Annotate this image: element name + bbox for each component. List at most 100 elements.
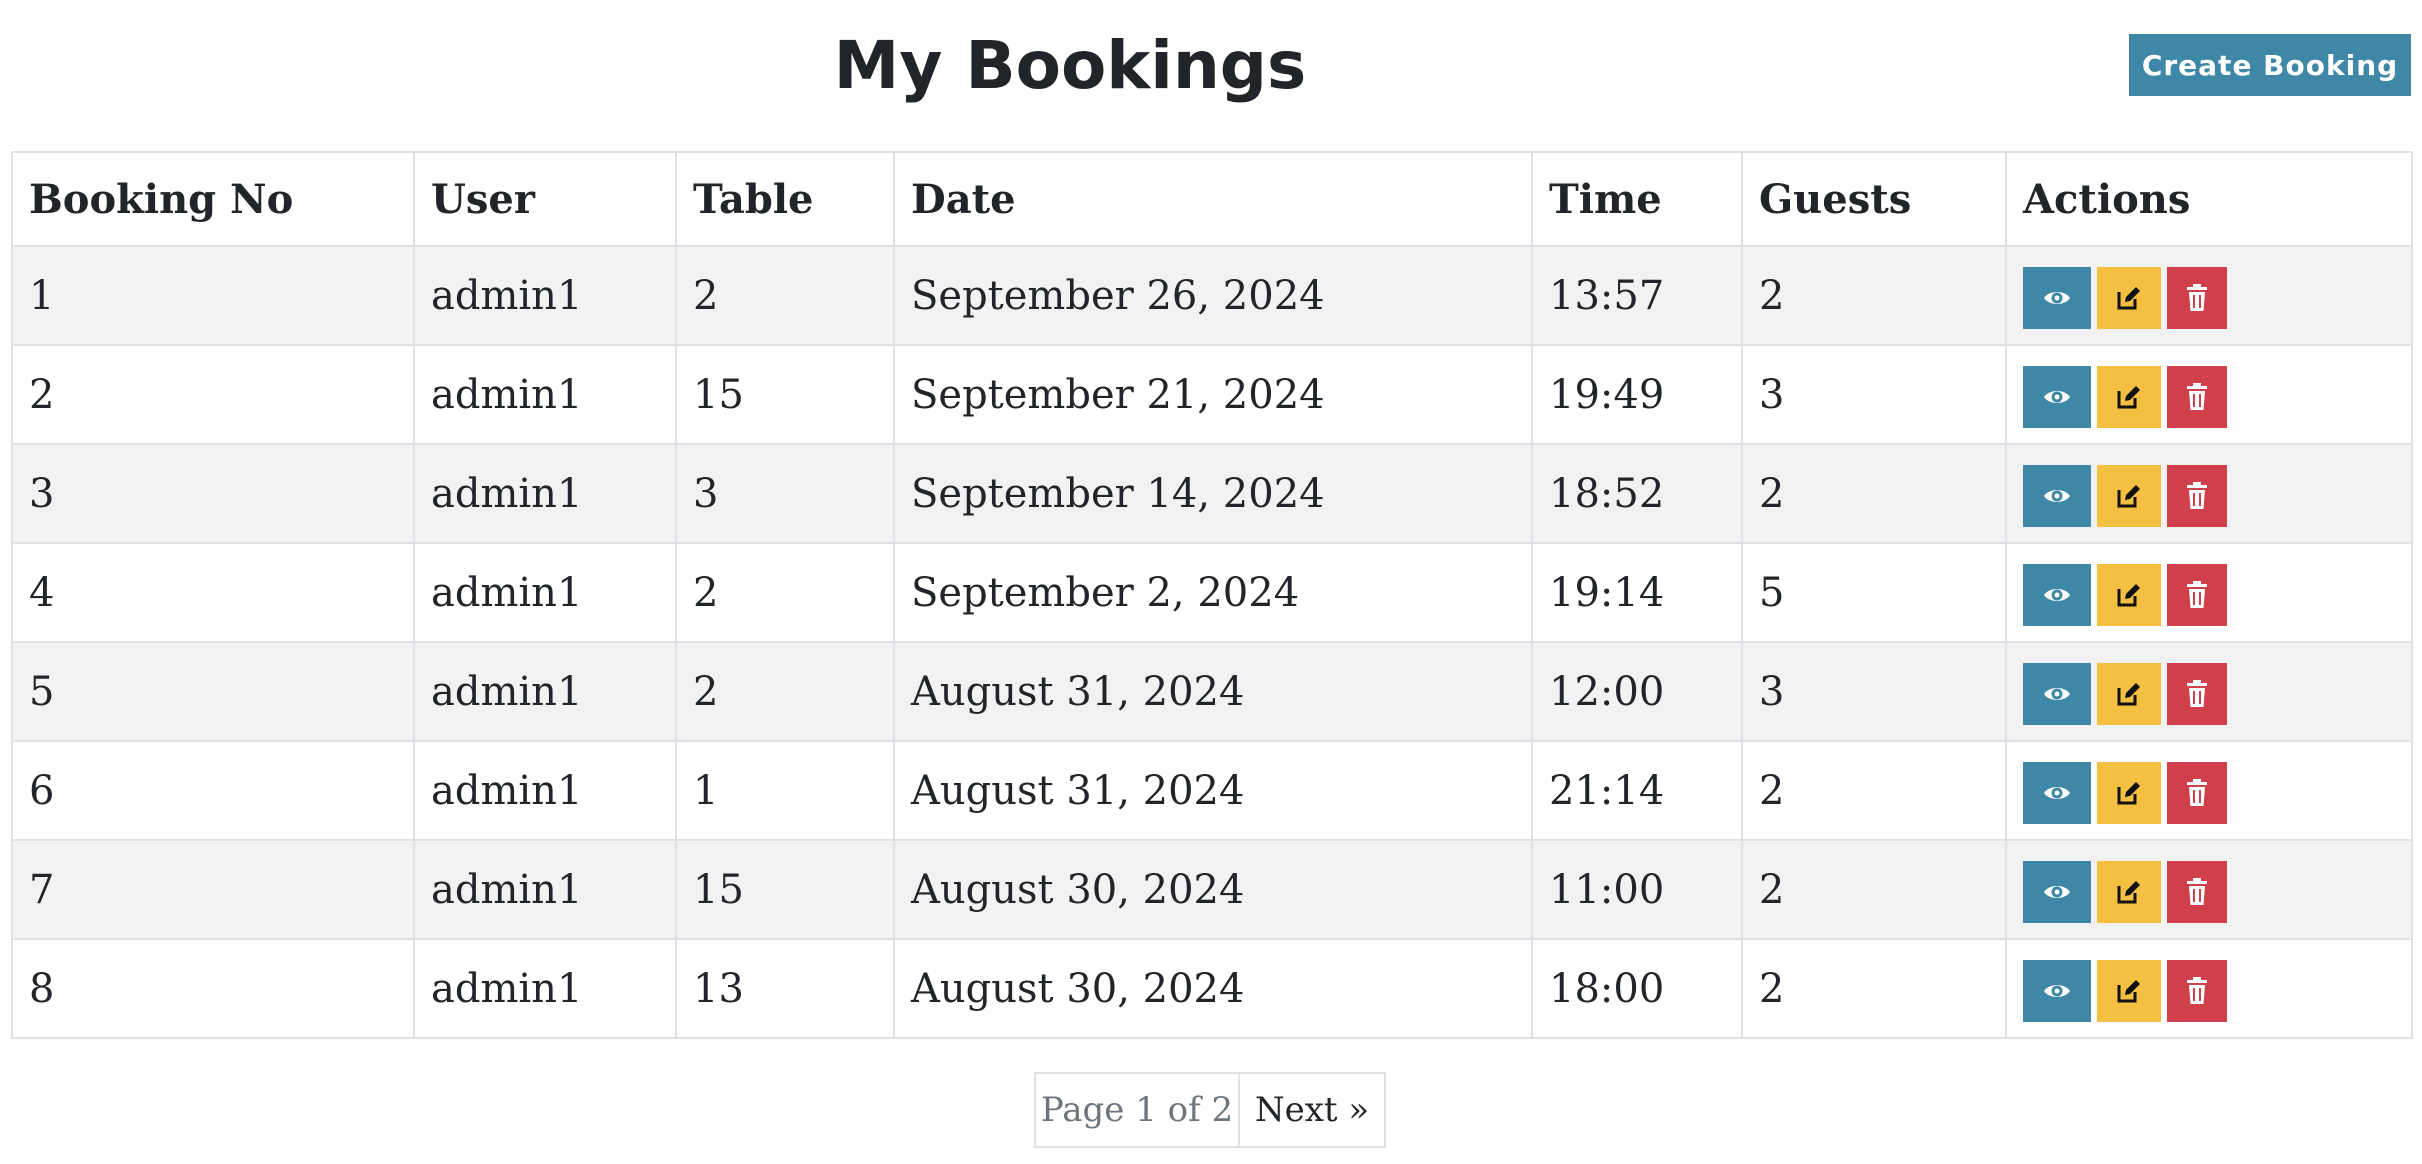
cell-table: 2 [675,641,895,742]
cell-date: August 30, 2024 [893,938,1533,1039]
cell-time: 18:52 [1531,443,1743,544]
cell-table: 3 [675,443,895,544]
create-booking-button[interactable]: Create Booking [2129,34,2411,96]
table-row: 4 admin1 2 September 2, 2024 19:14 5 [11,542,2413,643]
edit-booking-button[interactable] [2097,563,2161,626]
view-booking-button[interactable] [2023,464,2091,527]
table-row: 5 admin1 2 August 31, 2024 12:00 3 [11,641,2413,742]
pagination: Page 1 of 2 Next » [1034,1072,1386,1148]
action-group [2023,758,2395,824]
edit-booking-button[interactable] [2097,464,2161,527]
cell-date: August 31, 2024 [893,740,1533,841]
cell-time: 21:14 [1531,740,1743,841]
delete-booking-button[interactable] [2167,464,2227,527]
delete-booking-button[interactable] [2167,761,2227,824]
cell-user: admin1 [413,542,677,643]
view-booking-button[interactable] [2023,662,2091,725]
cell-actions [2005,344,2413,445]
cell-booking-no: 4 [11,542,415,643]
cell-time: 12:00 [1531,641,1743,742]
delete-booking-button[interactable] [2167,266,2227,329]
table-row: 8 admin1 13 August 30, 2024 18:00 2 [11,938,2413,1039]
cell-booking-no: 8 [11,938,415,1039]
edit-booking-button[interactable] [2097,266,2161,329]
bookings-table: Booking No User Table Date Time Guests A… [11,151,2413,1039]
view-booking-button[interactable] [2023,959,2091,1022]
page-title: My Bookings [833,27,1307,104]
action-group [2023,659,2395,725]
cell-time: 13:57 [1531,245,1743,346]
cell-time: 19:14 [1531,542,1743,643]
view-booking-button[interactable] [2023,365,2091,428]
cell-table: 2 [675,245,895,346]
delete-booking-button[interactable] [2167,959,2227,1022]
cell-booking-no: 6 [11,740,415,841]
cell-guests: 2 [1741,740,2007,841]
header-row: Booking No User Table Date Time Guests A… [11,151,2413,247]
cell-booking-no: 2 [11,344,415,445]
eye-icon [2042,683,2072,705]
cell-date: August 31, 2024 [893,641,1533,742]
trash-icon [2185,283,2209,312]
cell-date: September 26, 2024 [893,245,1533,346]
cell-actions [2005,938,2413,1039]
cell-guests: 2 [1741,938,2007,1039]
action-group [2023,857,2395,923]
action-group [2023,263,2395,329]
table-row: 3 admin1 3 September 14, 2024 18:52 2 [11,443,2413,544]
eye-icon [2042,485,2072,507]
delete-booking-button[interactable] [2167,365,2227,428]
eye-icon [2042,881,2072,903]
column-header-user: User [413,151,677,247]
column-header-guests: Guests [1741,151,2007,247]
cell-time: 19:49 [1531,344,1743,445]
eye-icon [2042,782,2072,804]
table-row: 1 admin1 2 September 26, 2024 13:57 2 [11,245,2413,346]
trash-icon [2185,877,2209,906]
edit-booking-button[interactable] [2097,761,2161,824]
cell-guests: 5 [1741,542,2007,643]
delete-booking-button[interactable] [2167,563,2227,626]
column-header-booking-no: Booking No [11,151,415,247]
cell-user: admin1 [413,245,677,346]
cell-table: 2 [675,542,895,643]
edit-booking-button[interactable] [2097,365,2161,428]
edit-booking-button[interactable] [2097,662,2161,725]
table-body: 1 admin1 2 September 26, 2024 13:57 2 2 admin1 1… [11,245,2413,1039]
action-group [2023,956,2395,1022]
table-row: 2 admin1 15 September 21, 2024 19:49 3 [11,344,2413,445]
cell-table: 15 [675,839,895,940]
view-booking-button[interactable] [2023,266,2091,329]
edit-icon [2115,383,2143,411]
table-row: 7 admin1 15 August 30, 2024 11:00 2 [11,839,2413,940]
cell-time: 18:00 [1531,938,1743,1039]
edit-icon [2115,977,2143,1005]
cell-date: September 21, 2024 [893,344,1533,445]
cell-booking-no: 1 [11,245,415,346]
trash-icon [2185,679,2209,708]
edit-icon [2115,284,2143,312]
cell-guests: 2 [1741,839,2007,940]
eye-icon [2042,584,2072,606]
delete-booking-button[interactable] [2167,662,2227,725]
next-page-link[interactable]: Next » [1240,1072,1386,1148]
edit-booking-button[interactable] [2097,959,2161,1022]
view-booking-button[interactable] [2023,563,2091,626]
eye-icon [2042,287,2072,309]
edit-icon [2115,779,2143,807]
cell-booking-no: 7 [11,839,415,940]
column-header-table: Table [675,151,895,247]
cell-actions [2005,542,2413,643]
delete-booking-button[interactable] [2167,860,2227,923]
view-booking-button[interactable] [2023,860,2091,923]
edit-booking-button[interactable] [2097,860,2161,923]
edit-icon [2115,878,2143,906]
edit-icon [2115,680,2143,708]
cell-actions [2005,245,2413,346]
cell-actions [2005,740,2413,841]
cell-table: 13 [675,938,895,1039]
trash-icon [2185,778,2209,807]
action-group [2023,362,2395,428]
cell-booking-no: 5 [11,641,415,742]
view-booking-button[interactable] [2023,761,2091,824]
